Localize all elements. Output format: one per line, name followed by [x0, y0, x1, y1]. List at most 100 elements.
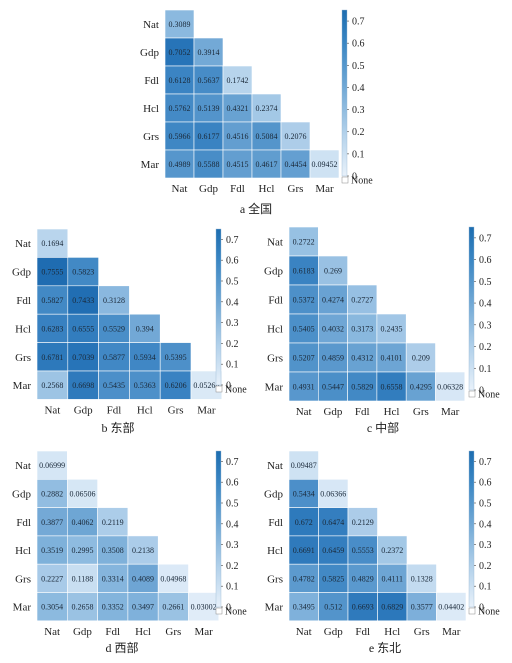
heatmap-cell — [222, 149, 253, 179]
row-label: Mar — [13, 602, 32, 614]
row-label: Fdl — [268, 517, 283, 529]
column-label: Fdl — [107, 404, 122, 416]
cell-value-label: 0.6459 — [322, 546, 344, 555]
cell-value-label: 0.3495 — [293, 603, 315, 612]
heatmap-cell — [36, 592, 68, 622]
colorbar-tick-label: 0.7 — [479, 233, 492, 244]
heatmap-cell — [159, 370, 192, 400]
heatmap-cell — [129, 370, 161, 400]
heatmap-cell — [36, 257, 69, 287]
colorbar-tick-label: 0.4 — [352, 83, 365, 94]
heatmap-cell — [98, 285, 130, 315]
cell-value-label: 0.5762 — [169, 104, 191, 113]
cell-value-label: 0.6206 — [165, 381, 187, 390]
cell-value-label: 0.4859 — [322, 354, 344, 363]
cell-value-label: 0.05268 — [193, 381, 219, 390]
colorbar-tick-label: 0.1 — [479, 582, 492, 593]
colorbar-tick-label: 0.2 — [479, 561, 492, 572]
none-label: None — [351, 176, 373, 187]
cell-value-label: 0.3352 — [102, 603, 124, 612]
heatmap-cell — [347, 371, 378, 402]
heatmap-cell — [347, 535, 378, 565]
cell-value-label: 0.3173 — [351, 325, 373, 334]
heatmap-cell — [98, 313, 130, 343]
column-label: Gdp — [199, 183, 218, 195]
cell-value-label: 0.1188 — [72, 574, 94, 583]
row-label: Nat — [143, 19, 159, 31]
cell-value-label: 0.7052 — [169, 48, 191, 57]
column-label: Fdl — [355, 626, 370, 638]
colorbar — [468, 450, 475, 608]
column-label: Gdp — [74, 404, 93, 416]
column-label: Grs — [288, 183, 304, 195]
cell-value-label: 0.4454 — [285, 160, 307, 169]
row-label: Gdp — [12, 488, 31, 500]
column-label: Grs — [165, 626, 181, 638]
column-label: Mar — [442, 626, 461, 638]
cell-value-label: 0.4931 — [293, 383, 315, 392]
none-swatch — [468, 607, 476, 615]
colorbar-tick-label: 0.3 — [352, 105, 365, 116]
heatmap-cell — [164, 149, 195, 179]
cell-value-label: 0.4617 — [256, 160, 278, 169]
cell-value-label: 0.6183 — [293, 267, 315, 276]
heatmap-cell — [164, 9, 195, 39]
heatmap-cell — [318, 592, 349, 622]
colorbar-tick-label: 0.2 — [479, 342, 492, 353]
row-label: Grs — [143, 131, 159, 143]
cell-value-label: 0.4516 — [227, 132, 249, 141]
heatmap-cell — [288, 255, 319, 286]
cell-value-label: 0.5877 — [103, 353, 125, 362]
colorbar-tick-label: 0.1 — [226, 582, 239, 593]
heatmap-cell — [406, 563, 437, 593]
cell-value-label: 0.5934 — [134, 353, 156, 362]
heatmap-cell — [36, 507, 68, 537]
colorbar-tick-label: 0.3 — [479, 540, 492, 551]
heatmap-cell — [127, 535, 159, 565]
heatmap-cell — [288, 450, 319, 480]
cell-value-label: 0.5395 — [165, 353, 187, 362]
cell-value-label: 0.5434 — [293, 489, 315, 498]
cell-value-label: 0.04968 — [160, 574, 186, 583]
column-label: Nat — [172, 183, 188, 195]
cell-value-label: 0.4089 — [132, 574, 154, 583]
cell-value-label: 0.6693 — [352, 603, 374, 612]
row-label: Hcl — [267, 545, 283, 557]
cell-value-label: 0.6128 — [169, 76, 191, 85]
cell-value-label: 0.5405 — [293, 325, 315, 334]
heatmap-cell — [98, 370, 130, 400]
heatmap-cell — [251, 121, 282, 151]
heatmap-cell — [318, 535, 349, 565]
cell-value-label: 0.3877 — [41, 518, 63, 527]
cell-value-label: 0.3519 — [41, 546, 63, 555]
colorbar-tick-label: 0.4 — [479, 519, 492, 530]
heatmap-cell — [188, 592, 220, 622]
cell-value-label: 0.6698 — [72, 381, 94, 390]
row-label: Fdl — [16, 517, 31, 529]
cell-value-label: 0.4312 — [351, 354, 373, 363]
heatmap-cell — [193, 93, 224, 123]
cell-value-label: 0.3497 — [132, 603, 154, 612]
row-label: Nat — [267, 460, 283, 472]
colorbar-tick-label: 0.7 — [479, 457, 492, 468]
cell-value-label: 0.4989 — [169, 160, 191, 169]
none-label: None — [478, 607, 500, 618]
heatmap-cell — [67, 342, 99, 372]
colorbar-tick-label: 0 — [479, 386, 484, 397]
heatmap-cell — [318, 478, 349, 508]
cell-value-label: 0.5363 — [134, 381, 156, 390]
cell-value-label: 0.209 — [412, 354, 430, 363]
heatmap-cell — [317, 284, 348, 315]
column-label: Hcl — [135, 626, 151, 638]
row-label: Nat — [15, 460, 31, 472]
cell-value-label: 0.2995 — [71, 546, 93, 555]
column-label: Nat — [296, 626, 312, 638]
column-label: Hcl — [384, 626, 400, 638]
cell-value-label: 0.1328 — [411, 574, 433, 583]
heatmap-cell — [222, 65, 253, 95]
cell-value-label: 0.2727 — [351, 296, 373, 305]
heatmap-cell — [36, 563, 68, 593]
heatmap-cell — [36, 535, 68, 565]
row-label: Fdl — [16, 295, 31, 307]
heatmap-cell — [97, 507, 129, 537]
